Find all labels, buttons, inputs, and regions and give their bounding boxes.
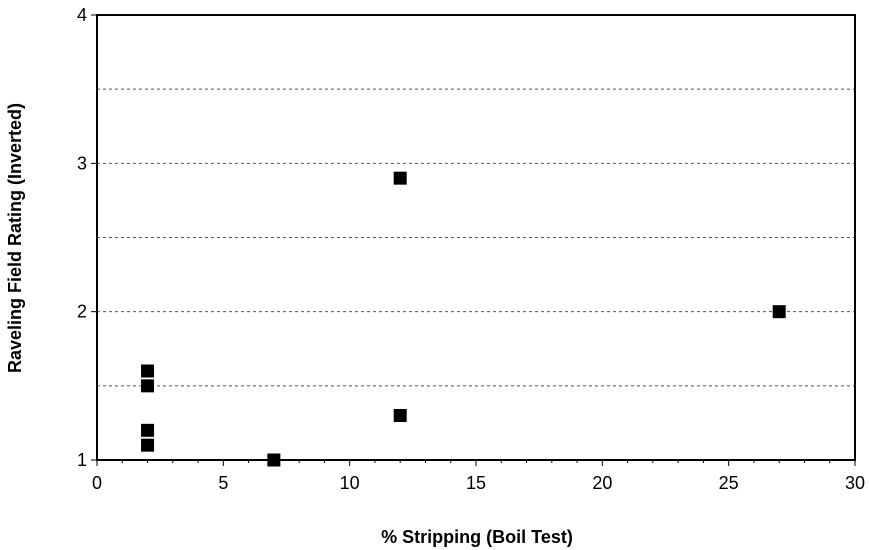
data-point xyxy=(141,438,155,452)
x-tick-label: 30 xyxy=(845,473,865,493)
data-point xyxy=(772,305,786,319)
y-tick-label: 2 xyxy=(77,302,87,322)
x-tick-label: 15 xyxy=(466,473,486,493)
gridlines xyxy=(97,88,855,387)
x-tick-label: 20 xyxy=(592,473,612,493)
data-points xyxy=(141,171,786,467)
data-point xyxy=(393,171,407,185)
x-axis-title: % Stripping (Boil Test) xyxy=(381,527,573,547)
data-point xyxy=(141,423,155,437)
x-tick-label: 25 xyxy=(719,473,739,493)
y-tick-label: 1 xyxy=(77,450,87,470)
y-tick-label: 4 xyxy=(77,5,87,25)
axis-ticks: 0 5 10 15 20 25 30 1 2 3 4 xyxy=(77,5,865,493)
data-point xyxy=(141,364,155,378)
y-tick-label: 3 xyxy=(77,153,87,173)
data-point xyxy=(393,409,407,422)
x-tick-label: 0 xyxy=(92,473,102,493)
x-tick-label: 5 xyxy=(218,473,228,493)
y-axis-title: Raveling Field Rating (Inverted) xyxy=(5,103,25,373)
x-tick-label: 10 xyxy=(340,473,360,493)
data-point xyxy=(141,379,155,393)
data-point xyxy=(267,453,281,467)
